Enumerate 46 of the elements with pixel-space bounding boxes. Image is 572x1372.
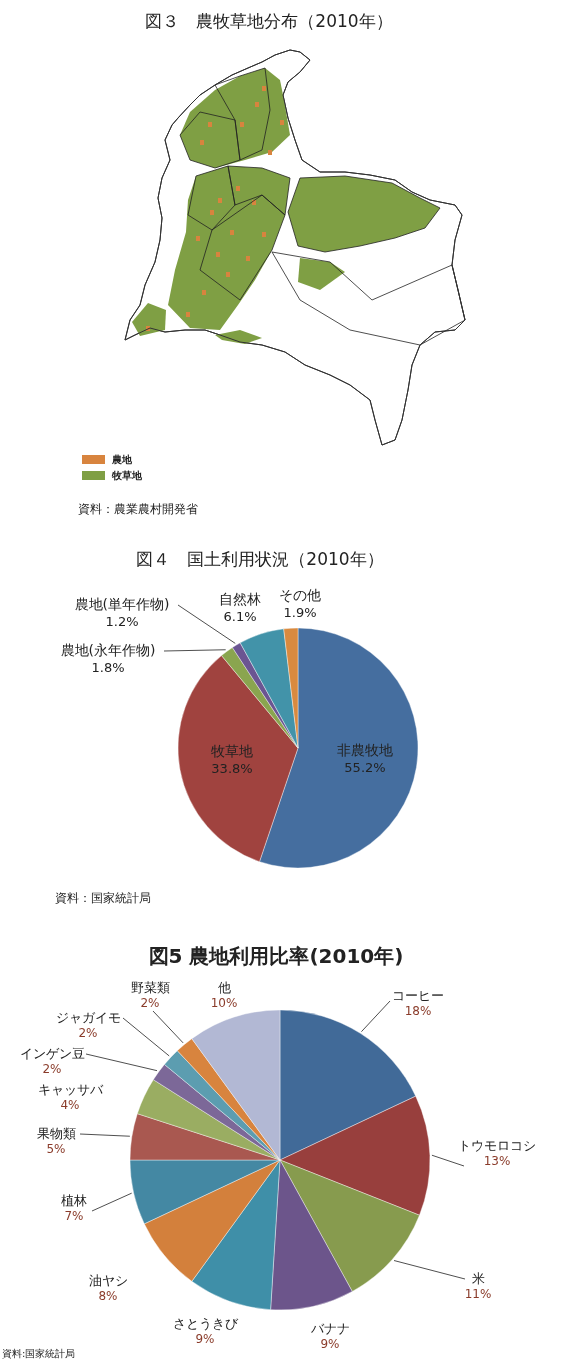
data-label: 18% [404,1004,432,1018]
slice-label: 牧草地 [211,743,253,759]
slice-label: さとうきび [172,1316,239,1331]
slice-label: 米 [471,1271,485,1286]
data-label: 5% [46,1142,66,1156]
slice-label: 野菜類 [130,980,170,995]
text: 資料:国家統計局 [2,1348,76,1359]
slice-label: インゲン豆 [19,1046,85,1061]
data-label: 33.8% [211,761,253,776]
slice-label: 他 [217,980,231,995]
text: 資料：農業農村開発省 [78,502,198,516]
chart-title: 図5 農地利用比率(2010年) [148,944,404,968]
slice-label: その他 [279,587,321,603]
data-label: 2% [140,996,160,1010]
slice-label: バナナ [309,1321,350,1336]
chart-title: 図４ 国土利用状況（2010年） [136,549,384,569]
data-label: 1.2% [105,614,139,629]
slice-label: 農地(永年作物) [60,642,156,658]
slice-label: ジャガイモ [55,1010,121,1025]
text: 図３ 農牧草地分布（2010年） [145,11,393,31]
slice-label: 非農牧地 [337,742,393,758]
legend-label: 農地 [111,454,133,465]
data-label: 7% [64,1209,84,1223]
data-label: 10% [210,996,238,1010]
data-label: 11% [464,1287,492,1301]
slice-label: 植林 [61,1193,87,1208]
data-label: 1.9% [283,605,317,620]
slice-label: 油ヤシ [88,1273,128,1288]
slice-label: 果物類 [36,1126,76,1141]
data-label: 13% [483,1154,511,1168]
data-label: 55.2% [344,760,386,775]
data-label: 8% [98,1289,118,1303]
data-label: 2% [78,1026,98,1040]
data-label: 2% [42,1062,62,1076]
slice-label: トウモロコシ [458,1138,536,1153]
legend-label: 牧草地 [111,470,143,481]
slice-label: コーヒー [392,988,444,1003]
slice-label: 自然林 [219,591,261,607]
data-label: 9% [195,1332,215,1346]
data-label: 4% [60,1098,80,1112]
slice-label: 農地(単年作物) [74,596,170,612]
slice-label: キャッサバ [37,1082,104,1097]
data-label: 1.8% [91,660,125,675]
data-label: 9% [320,1337,340,1351]
data-label: 6.1% [223,609,257,624]
text: 資料：国家統計局 [55,891,151,905]
